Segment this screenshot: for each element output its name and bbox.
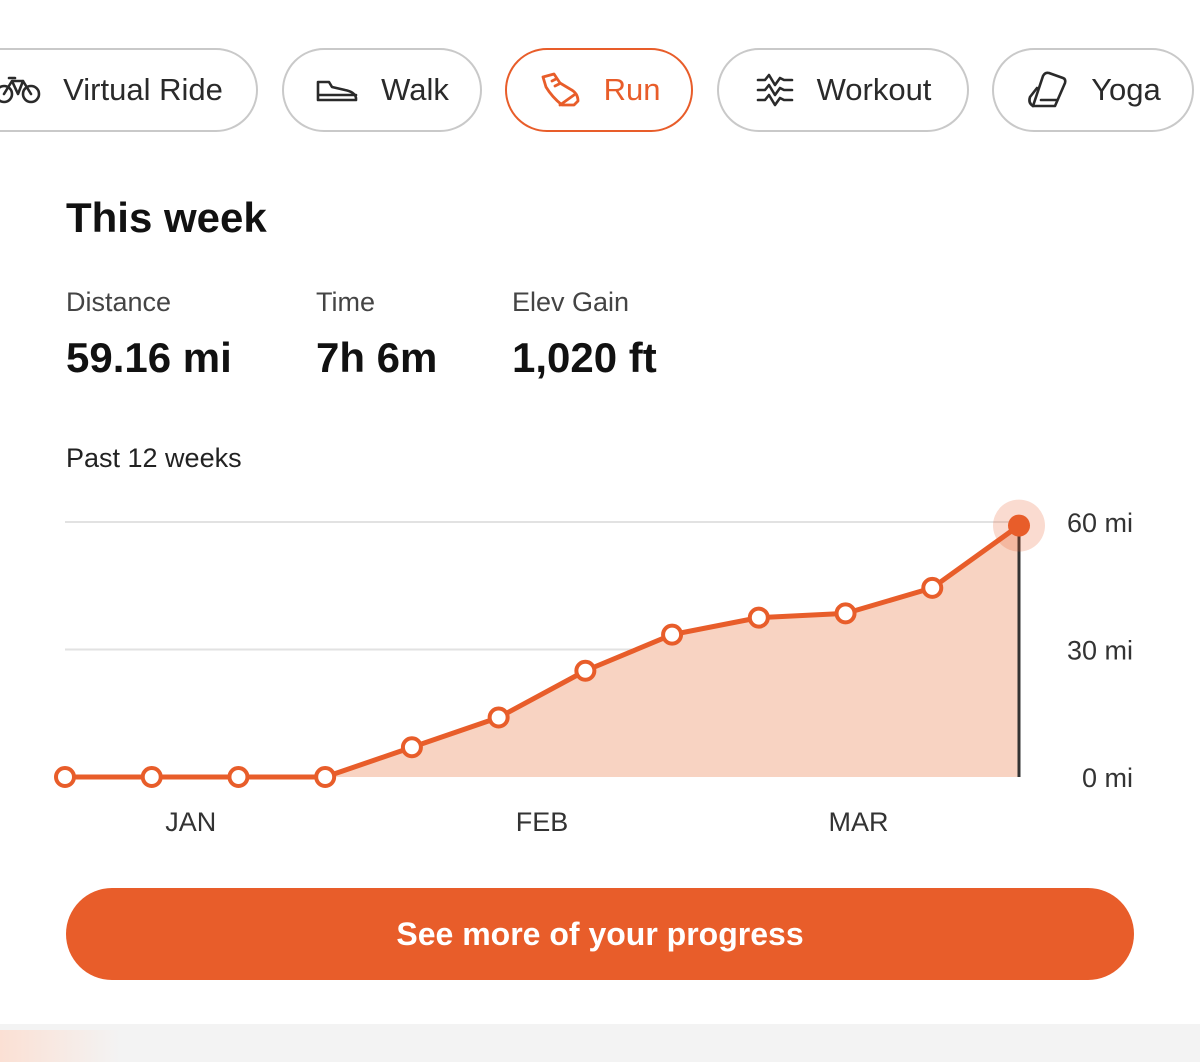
x-month-label: FEB bbox=[516, 807, 569, 837]
tab-label: Workout bbox=[816, 72, 932, 107]
stat-label: Time bbox=[316, 287, 375, 317]
data-point[interactable] bbox=[54, 766, 76, 788]
data-point[interactable] bbox=[921, 576, 944, 599]
tab-label: Walk bbox=[381, 72, 449, 107]
weekly-distance-chart: 60 mi 30 mi 0 mi JAN FEB MAR bbox=[54, 499, 1133, 837]
tab-virtual-ride[interactable]: Virtual Ride bbox=[0, 48, 258, 132]
data-point[interactable] bbox=[314, 766, 337, 788]
running-shoe-icon bbox=[538, 71, 582, 109]
tab-walk[interactable]: Walk bbox=[282, 48, 482, 132]
tab-label: Yoga bbox=[1091, 72, 1161, 107]
data-point[interactable] bbox=[140, 766, 163, 788]
data-point-current[interactable] bbox=[1008, 514, 1030, 537]
y-tick-label: 60 mi bbox=[1067, 508, 1133, 538]
series-area bbox=[65, 525, 1019, 777]
data-point[interactable] bbox=[661, 623, 684, 646]
data-point[interactable] bbox=[574, 659, 597, 682]
tab-yoga[interactable]: Yoga bbox=[992, 48, 1194, 132]
shoe-icon bbox=[315, 76, 359, 104]
data-point[interactable] bbox=[400, 736, 423, 759]
stat-elev-gain: Elev Gain 1,020 ft bbox=[512, 287, 657, 382]
stat-time: Time 7h 6m bbox=[316, 287, 437, 382]
bicycle-icon bbox=[0, 75, 41, 105]
y-tick-label: 30 mi bbox=[1067, 636, 1133, 666]
stat-value: 7h 6m bbox=[316, 334, 438, 381]
stat-value: 1,020 ft bbox=[512, 334, 657, 381]
chart-title: Past 12 weeks bbox=[66, 443, 242, 473]
tab-label: Virtual Ride bbox=[63, 72, 223, 107]
stat-label: Elev Gain bbox=[512, 287, 630, 317]
tab-run[interactable]: Run bbox=[505, 48, 693, 132]
section-title: This week bbox=[66, 194, 267, 241]
see-progress-button[interactable]: See more of your progress bbox=[66, 888, 1134, 980]
data-point[interactable] bbox=[834, 602, 857, 625]
data-point[interactable] bbox=[487, 706, 510, 729]
stat-distance: Distance 59.16 mi bbox=[66, 287, 232, 382]
x-month-label: MAR bbox=[829, 807, 889, 837]
yoga-mat-icon bbox=[1025, 70, 1069, 110]
series-line bbox=[65, 523, 1021, 780]
bottom-divider bbox=[0, 1024, 1200, 1062]
stat-value: 59.16 mi bbox=[66, 334, 232, 381]
tab-label: Run bbox=[603, 72, 661, 107]
y-tick-label: 0 mi bbox=[1082, 763, 1133, 793]
workout-waves-icon bbox=[755, 72, 795, 108]
stat-label: Distance bbox=[66, 287, 172, 317]
tab-workout[interactable]: Workout bbox=[717, 48, 969, 132]
data-point[interactable] bbox=[747, 606, 770, 629]
data-point[interactable] bbox=[227, 766, 250, 788]
x-month-label: JAN bbox=[165, 807, 216, 837]
